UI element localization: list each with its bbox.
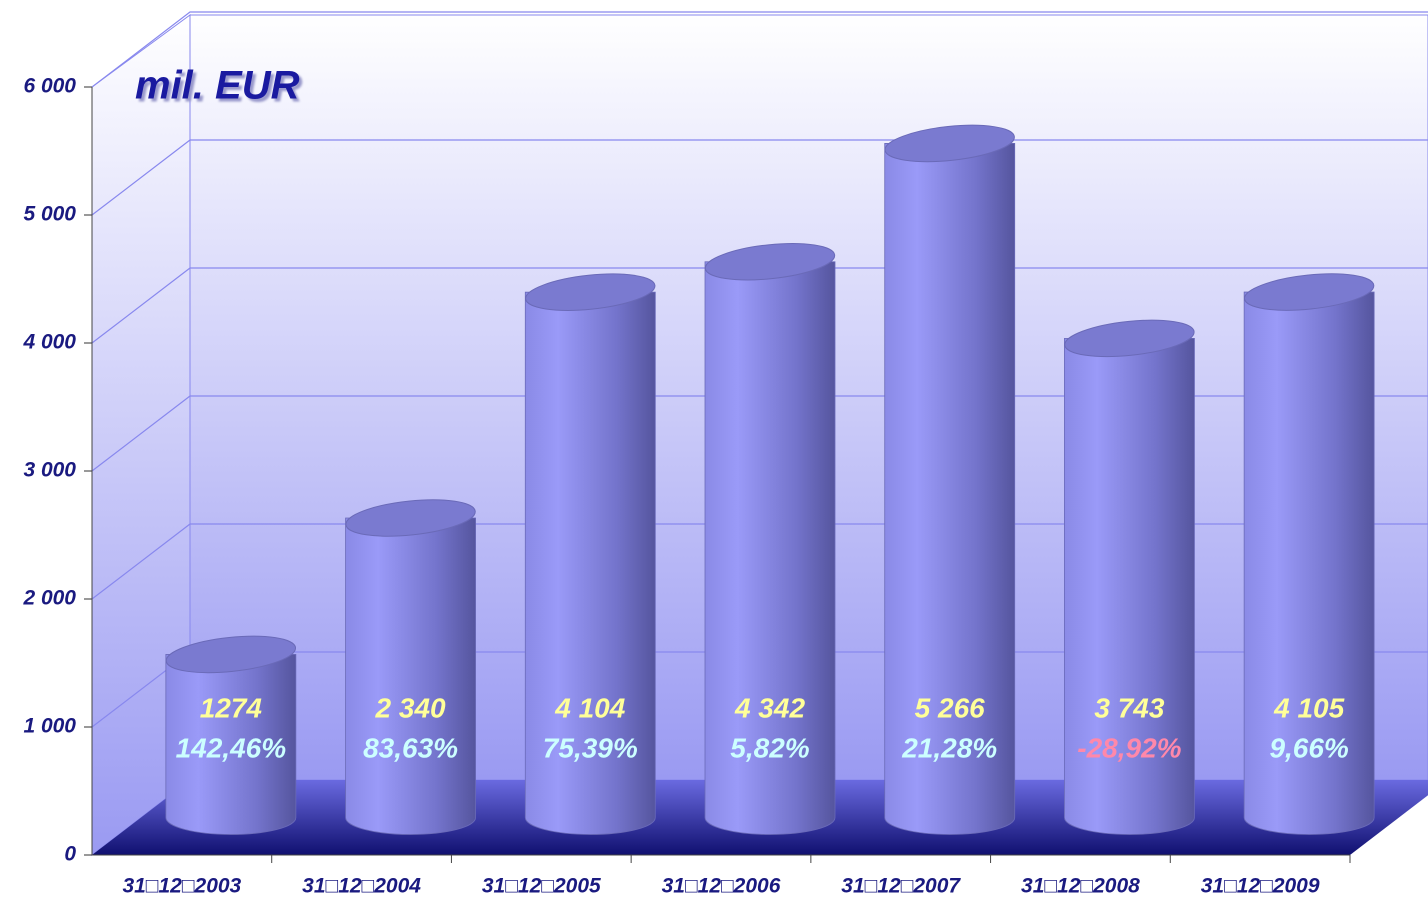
x-tick-label: 31□12□2003 bbox=[122, 875, 241, 898]
cylinder-top bbox=[884, 124, 1015, 163]
value-label: 4 104 bbox=[554, 692, 625, 723]
value-label: 2 340 bbox=[375, 692, 446, 723]
cylinder bbox=[1243, 291, 1375, 835]
cylinder-top bbox=[1064, 319, 1195, 358]
value-label: 3 743 bbox=[1094, 692, 1164, 723]
change-label: 83,63% bbox=[363, 732, 458, 763]
change-label: 9,66% bbox=[1269, 732, 1348, 763]
cylinder-top bbox=[1243, 273, 1375, 311]
cylinder-top bbox=[704, 243, 836, 281]
grid-line bbox=[91, 267, 1428, 344]
cylinder bbox=[524, 291, 656, 835]
change-label: 142,46% bbox=[176, 732, 287, 763]
y-tick-label: 0 bbox=[64, 843, 76, 866]
change-label: -28,92% bbox=[1077, 732, 1181, 763]
value-label: 4 105 bbox=[1273, 692, 1344, 723]
cylinder-top bbox=[525, 273, 656, 311]
x-tick-label: 31□12□2005 bbox=[482, 875, 601, 898]
grid-line bbox=[91, 139, 1428, 216]
x-tick-label: 31□12□2006 bbox=[662, 875, 781, 898]
y-tick-label: 4 000 bbox=[22, 331, 76, 354]
y-tick-label: 2 000 bbox=[22, 587, 76, 610]
value-label: 1274 bbox=[200, 692, 263, 723]
x-tick-label: 31□12□2004 bbox=[302, 875, 421, 898]
y-tick-label: 6 000 bbox=[23, 75, 76, 98]
grid-line bbox=[91, 523, 1428, 600]
grid-line bbox=[91, 395, 1428, 472]
change-label: 21,28% bbox=[901, 732, 997, 763]
x-tick-label: 31□12□2007 bbox=[841, 875, 961, 898]
cylinder bbox=[704, 261, 836, 835]
cylinder bbox=[165, 654, 297, 835]
value-label: 5 266 bbox=[915, 692, 985, 723]
chart-title: mil. EUR bbox=[135, 64, 300, 108]
cylinder-top bbox=[345, 499, 476, 537]
grid-line bbox=[91, 11, 1428, 88]
change-label: 5,82% bbox=[730, 732, 809, 763]
x-tick-label: 31□12□2008 bbox=[1021, 875, 1140, 898]
cylinder bbox=[345, 517, 476, 835]
x-tick-label: 31□12□2009 bbox=[1201, 875, 1320, 898]
cylinder bbox=[1064, 337, 1195, 835]
y-tick-label: 5 000 bbox=[23, 203, 76, 226]
change-label: 75,39% bbox=[543, 732, 638, 763]
cylinder bbox=[884, 143, 1016, 835]
y-tick-label: 1 000 bbox=[23, 715, 76, 738]
value-label: 4 342 bbox=[734, 692, 805, 723]
y-tick-label: 3 000 bbox=[23, 459, 76, 482]
cylinder-top bbox=[165, 635, 297, 674]
